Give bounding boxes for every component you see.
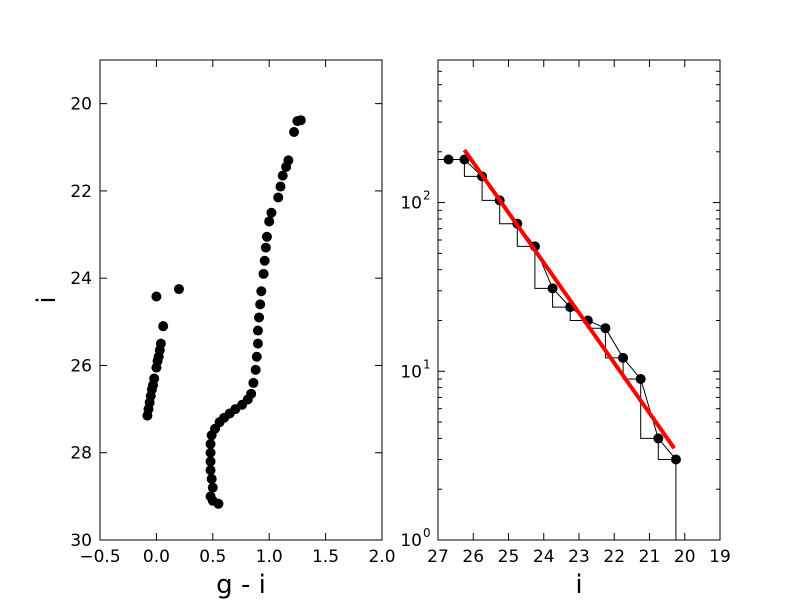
right-x-axis-label: i xyxy=(575,570,582,600)
left-data-point xyxy=(283,155,294,166)
left-data-point xyxy=(258,268,269,279)
right-data-point xyxy=(443,154,454,165)
left-data-point xyxy=(248,377,259,388)
left-data-point xyxy=(151,291,162,302)
cumulative-line xyxy=(448,159,677,460)
right-x-tick-label: 27 xyxy=(427,547,449,567)
left-x-tick-label: 1.0 xyxy=(256,547,283,567)
left-data-point xyxy=(173,284,184,295)
left-y-axis-label: i xyxy=(32,296,62,303)
left-data-point xyxy=(213,498,224,509)
left-data-point xyxy=(251,351,262,362)
left-data-point xyxy=(250,364,261,375)
left-data-point xyxy=(256,286,267,297)
left-data-point xyxy=(149,373,160,384)
left-data-point xyxy=(252,338,263,349)
right-x-tick-label: 23 xyxy=(568,547,590,567)
histogram-step-line xyxy=(438,159,677,540)
right-x-tick-label: 21 xyxy=(639,547,661,567)
left-y-tick-label: 28 xyxy=(70,444,92,464)
left-data-point xyxy=(246,388,257,399)
left-data-point xyxy=(254,312,265,323)
left-y-tick-label: 20 xyxy=(70,95,92,115)
left-data-point xyxy=(266,207,277,218)
left-data-point xyxy=(273,192,284,203)
right-data-point xyxy=(547,283,558,294)
right-y-tick-label: 10 xyxy=(400,194,422,214)
left-y-tick-label: 26 xyxy=(70,356,92,376)
right-data-marks xyxy=(438,148,681,540)
left-data-point xyxy=(289,127,300,137)
left-data-point xyxy=(155,338,166,349)
left-x-ticks: −0.5 0.0 0.5 1.0 1.5 2.0 xyxy=(79,60,396,567)
left-data-point xyxy=(205,447,216,458)
left-data-point xyxy=(261,231,272,242)
right-y-tick-exponent: 2 xyxy=(423,189,431,203)
left-data-point xyxy=(206,473,217,484)
left-y-tick-label: 24 xyxy=(70,269,92,289)
right-plot-frame xyxy=(437,59,721,541)
left-x-tick-label: 2.0 xyxy=(368,547,395,567)
left-data-point xyxy=(260,242,271,253)
left-panel-cmd: −0.5 0.0 0.5 1.0 1.5 2.0 20 22 24 26 28 30 g - i i xyxy=(32,59,396,600)
left-data-point xyxy=(295,115,306,126)
left-y-tick-label: 22 xyxy=(70,182,92,202)
left-data-point xyxy=(277,170,288,181)
left-x-tick-label: 0.5 xyxy=(199,547,226,567)
left-data-point xyxy=(264,216,275,227)
left-x-tick-label: 0.0 xyxy=(143,547,170,567)
left-data-point xyxy=(275,181,286,192)
left-data-point xyxy=(207,482,218,493)
left-y-tick-label: 30 xyxy=(70,531,92,551)
right-x-tick-label: 22 xyxy=(603,547,625,567)
left-data-point xyxy=(255,299,266,310)
right-data-point xyxy=(600,323,611,334)
left-data-point xyxy=(205,456,216,467)
right-x-tick-label: 19 xyxy=(709,547,731,567)
right-x-ticks: 27 26 25 24 23 22 21 20 19 xyxy=(427,60,731,567)
left-x-tick-label: −0.5 xyxy=(79,547,120,567)
left-data-points xyxy=(142,115,306,509)
right-x-tick-label: 20 xyxy=(674,547,696,567)
right-data-point xyxy=(618,352,629,363)
right-y-tick-label: 10 xyxy=(400,531,422,551)
right-data-point xyxy=(635,374,646,385)
left-x-tick-label: 1.5 xyxy=(312,547,339,567)
right-data-point xyxy=(670,454,681,465)
left-data-point xyxy=(205,439,216,449)
right-x-tick-label: 25 xyxy=(498,547,520,567)
right-x-tick-label: 24 xyxy=(533,547,555,567)
right-y-tick-exponent: 1 xyxy=(423,357,431,371)
right-x-tick-label: 26 xyxy=(462,547,484,567)
left-data-point xyxy=(158,321,169,332)
left-data-point xyxy=(259,255,270,266)
left-y-ticks: 20 22 24 26 28 30 xyxy=(70,95,382,551)
right-y-tick-exponent: 0 xyxy=(423,526,431,540)
left-x-axis-label: g - i xyxy=(216,570,266,600)
right-y-tick-label: 10 xyxy=(400,362,422,382)
left-data-point xyxy=(205,465,216,476)
left-plot-frame xyxy=(99,59,383,541)
left-data-point xyxy=(252,325,263,336)
fit-line xyxy=(462,148,676,450)
right-data-point xyxy=(653,433,664,444)
